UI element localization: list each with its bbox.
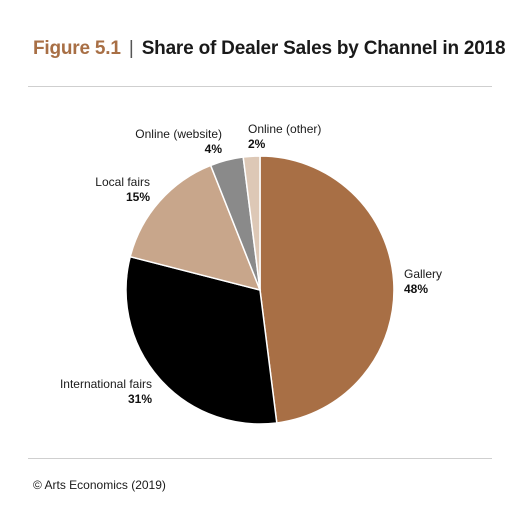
slice-value-local-fairs: 15% bbox=[126, 190, 150, 204]
chart-title: Figure 5.1 | Share of Dealer Sales by Ch… bbox=[33, 38, 506, 60]
slice-value-online-website: 4% bbox=[205, 142, 223, 156]
pie-slices bbox=[125, 155, 395, 425]
source-note: © Arts Economics (2019) bbox=[33, 478, 166, 492]
slice-value-gallery: 48% bbox=[404, 282, 428, 296]
slice-label-gallery: Gallery bbox=[404, 267, 442, 281]
pie-slice-gallery bbox=[259, 155, 395, 424]
title-separator: | bbox=[128, 38, 134, 59]
slice-label-online-other: Online (other) bbox=[248, 122, 321, 136]
figure-title: Share of Dealer Sales by Channel in 2018 bbox=[141, 38, 506, 59]
figure-number: Figure 5.1 bbox=[33, 38, 121, 59]
slice-value-online-other: 2% bbox=[248, 137, 266, 151]
slice-value-international-fairs: 31% bbox=[128, 392, 152, 406]
slice-label-local-fairs: Local fairs bbox=[95, 175, 150, 189]
slice-label-online-website: Online (website) bbox=[135, 127, 222, 141]
pie-slice-online-other bbox=[242, 155, 261, 291]
top-divider bbox=[28, 86, 492, 87]
slice-label-international-fairs: International fairs bbox=[60, 377, 152, 391]
pie-slice-local-fairs bbox=[129, 164, 262, 292]
pie-slice-international-fairs bbox=[125, 255, 278, 425]
bottom-divider bbox=[28, 458, 492, 459]
